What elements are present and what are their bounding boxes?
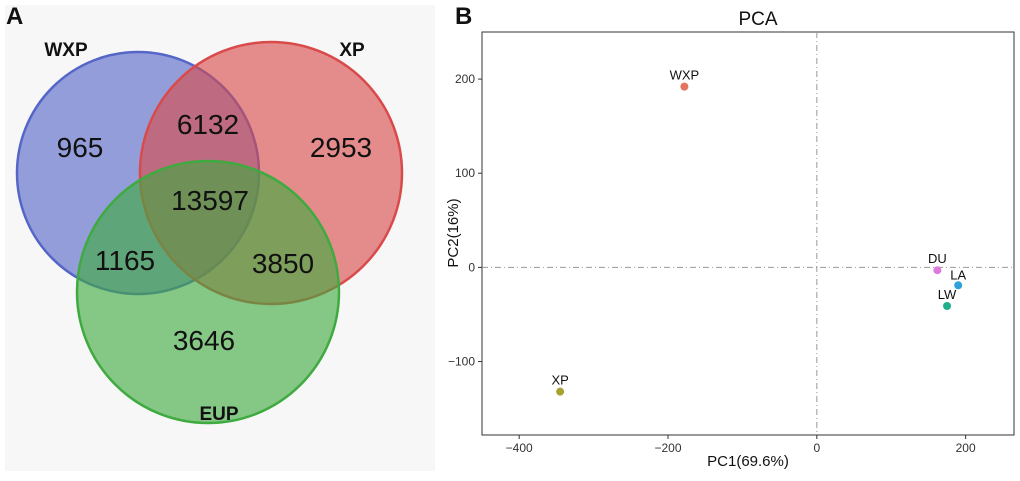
point-la — [954, 281, 963, 290]
region-xp-eup: 3850 — [252, 248, 314, 279]
set-label-xp: XP — [339, 40, 365, 61]
y-tick-label: 100 — [455, 166, 475, 180]
point-du — [933, 266, 942, 275]
x-axis-ticks: −400 −200 0 200 — [506, 435, 976, 455]
x-tick-label: −400 — [506, 441, 533, 455]
y-tick-label: 200 — [455, 72, 475, 86]
point-label-wxp: WXP — [670, 68, 700, 83]
x-axis-label: PC1(69.6%) — [707, 453, 789, 470]
region-wxp-xp: 6132 — [177, 109, 239, 140]
region-wxp-eup: 1165 — [95, 245, 155, 276]
panel-label-b: B — [455, 3, 472, 30]
region-all-three: 13597 — [171, 185, 249, 216]
x-tick-label: 200 — [956, 441, 976, 455]
point-lw — [943, 302, 952, 311]
region-xp-only: 2953 — [310, 132, 372, 163]
x-tick-label: 0 — [813, 441, 820, 455]
point-label-la: LA — [950, 267, 966, 282]
y-axis-label: PC2(16%) — [445, 198, 462, 267]
point-label-lw: LW — [938, 287, 957, 302]
pca-panel: B PCA −400 −200 0 200 −100 0 100 200 WXP XP DU LA… — [440, 0, 1020, 476]
region-eup-only: 3646 — [173, 325, 235, 356]
point-label-du: DU — [928, 251, 947, 266]
venn-panel: A WXP XP EUP 965 2953 3646 6132 1165 385… — [0, 0, 440, 476]
point-wxp — [680, 82, 689, 91]
region-wxp-only: 965 — [57, 132, 104, 163]
chart-title: PCA — [738, 9, 777, 30]
point-label-xp: XP — [551, 373, 568, 388]
venn-diagram: A WXP XP EUP 965 2953 3646 6132 1165 385… — [5, 3, 435, 471]
x-tick-label: −200 — [654, 441, 681, 455]
reference-lines — [482, 32, 1014, 435]
y-tick-label: −100 — [448, 355, 475, 369]
set-label-wxp: WXP — [44, 40, 88, 61]
set-label-eup: EUP — [199, 404, 238, 425]
y-tick-label: 0 — [468, 260, 475, 274]
y-axis-ticks: −100 0 100 200 — [448, 72, 482, 369]
panel-label-a: A — [6, 3, 23, 30]
plot-panel — [481, 31, 1015, 436]
pca-chart: B PCA −400 −200 0 200 −100 0 100 200 WXP XP DULA… — [445, 3, 1015, 470]
venn-circle-eup — [75, 159, 341, 425]
point-xp — [556, 387, 565, 396]
